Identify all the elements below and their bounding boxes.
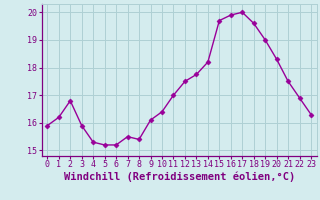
- X-axis label: Windchill (Refroidissement éolien,°C): Windchill (Refroidissement éolien,°C): [64, 172, 295, 182]
